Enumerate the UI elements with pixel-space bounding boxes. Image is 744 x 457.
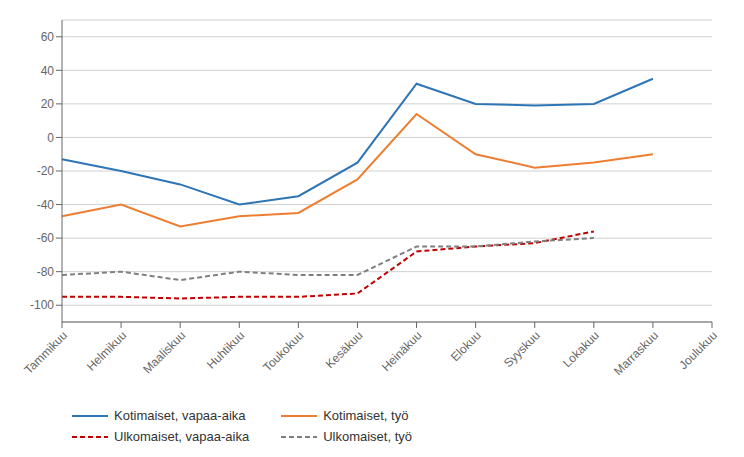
svg-text:-20: -20 [37, 164, 55, 178]
svg-text:60: 60 [41, 30, 55, 44]
html-text:Ulkomaiset, työ: Ulkomaiset, työ [323, 429, 412, 444]
svg-text:Syyskuu: Syyskuu [501, 328, 543, 370]
svg-text:Marraskuu: Marraskuu [611, 328, 661, 378]
svg-text:Tammikuu: Tammikuu [22, 328, 71, 377]
svg-text:Toukokuu: Toukokuu [260, 328, 306, 374]
svg-text:Kesäkuu: Kesäkuu [323, 328, 366, 371]
svg-text:-100: -100 [30, 298, 54, 312]
svg-text:Maaliskuu: Maaliskuu [140, 328, 188, 376]
svg-text:-80: -80 [37, 265, 55, 279]
svg-text:Heinäkuu: Heinäkuu [379, 328, 425, 374]
svg-text:20: 20 [41, 97, 55, 111]
html-text:Kotimaiset, työ: Kotimaiset, työ [323, 408, 409, 423]
svg-text:-40: -40 [37, 198, 55, 212]
svg-text:40: 40 [41, 64, 55, 78]
svg-text:Helmikuu: Helmikuu [84, 328, 129, 373]
svg-text:Lokakuu: Lokakuu [560, 328, 602, 370]
html-text:Kotimaiset, vapaa-aika: Kotimaiset, vapaa-aika [114, 408, 246, 423]
svg-text:Elokuu: Elokuu [448, 328, 484, 364]
html-text:Ulkomaiset, vapaa-aika: Ulkomaiset, vapaa-aika [114, 429, 250, 444]
svg-text:Joulukuu: Joulukuu [676, 328, 720, 372]
svg-text:-60: -60 [37, 231, 55, 245]
svg-text:Huhtikuu: Huhtikuu [204, 328, 247, 371]
svg-text:0: 0 [47, 131, 54, 145]
